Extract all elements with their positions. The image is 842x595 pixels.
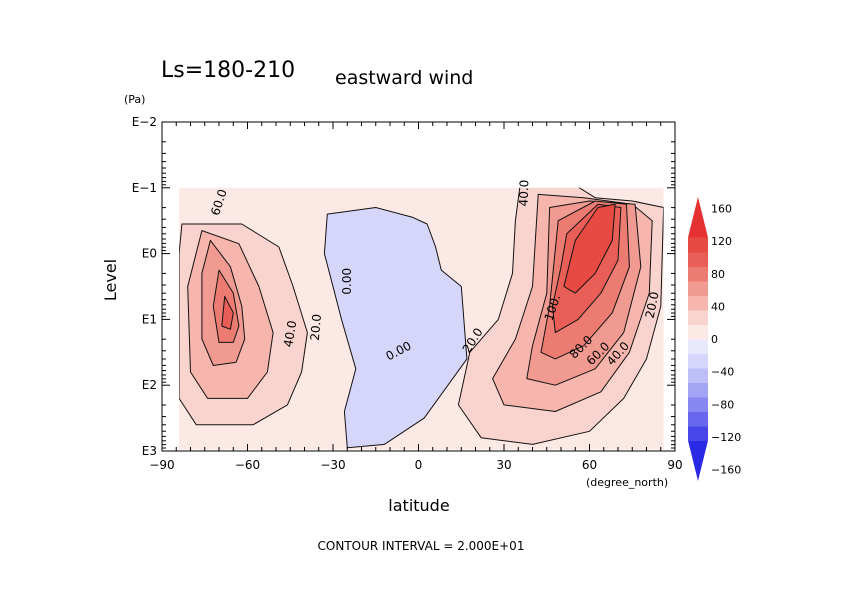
colorbar-swatch <box>688 310 708 325</box>
y-tick-label: E2 <box>142 378 157 392</box>
colorbar-swatch <box>688 324 708 340</box>
colorbar-label: 120 <box>711 235 732 248</box>
y-tick-label: E3 <box>142 444 157 458</box>
x-axis-ticks: −90 −60 −30 0 30 60 90 <box>149 122 683 472</box>
y-tick-label: E0 <box>142 247 157 261</box>
colorbar-swatch <box>688 252 708 267</box>
colorbar-swatch <box>688 440 708 481</box>
contour-label: 20.0 <box>643 290 662 319</box>
x-axis-unit: (degree_north) <box>586 476 668 489</box>
x-tick-label: −30 <box>320 458 345 472</box>
y-tick-label: E1 <box>142 312 157 326</box>
y-tick-label: E−1 <box>132 181 157 195</box>
colorbar-label: 0 <box>711 333 718 346</box>
colorbar-label: 80 <box>711 268 725 281</box>
x-tick-label: −90 <box>149 458 174 472</box>
colorbar-swatch <box>688 237 708 253</box>
contour-label: 40.0 <box>281 320 299 349</box>
contour-interval-note: CONTOUR INTERVAL = 2.000E+01 <box>318 539 525 553</box>
colorbar-label: −40 <box>711 366 734 379</box>
contour-region-5 <box>221 295 234 330</box>
colorbar: 160 120 80 40 0 −40 −80 −120 −160 <box>688 197 741 481</box>
y-tick-label: E−2 <box>132 115 157 129</box>
colorbar-label: −160 <box>711 464 741 477</box>
chart-title-ls: Ls=180-210 <box>161 58 295 83</box>
contour-region-0 <box>323 207 468 449</box>
colorbar-label: −120 <box>711 431 741 444</box>
x-tick-label: 90 <box>667 458 682 472</box>
colorbar-swatch <box>688 281 708 296</box>
y-axis-unit: (Pa) <box>124 93 145 106</box>
contour-labels: 60.040.0 20.00.000.00 20.040.0100.80.060.0… <box>208 179 662 368</box>
colorbar-swatch <box>688 382 708 398</box>
colorbar-swatch <box>688 197 708 238</box>
x-axis-label: latitude <box>388 496 449 515</box>
contour-region-11 <box>563 203 616 294</box>
colorbar-swatch <box>688 339 708 354</box>
x-tick-label: −60 <box>235 458 260 472</box>
contour-label: 40.0 <box>516 179 531 206</box>
colorbar-swatch <box>688 295 708 311</box>
x-tick-label: 0 <box>415 458 423 472</box>
contour-label: 20.0 <box>308 313 324 341</box>
contour-label: 0.00 <box>340 268 354 295</box>
y-axis-ticks: E−2 E−1 E0 E1 E2 E3 <box>132 115 675 458</box>
y-axis-label: Level <box>101 259 120 301</box>
x-tick-label: 60 <box>582 458 597 472</box>
colorbar-swatch <box>688 266 708 282</box>
colorbar-label: 40 <box>711 300 725 313</box>
colorbar-swatch <box>688 411 708 427</box>
colorbar-label: 160 <box>711 203 732 216</box>
colorbar-swatch <box>688 353 708 369</box>
colorbar-swatch <box>688 397 708 412</box>
x-tick-label: 30 <box>496 458 511 472</box>
chart-title-variable: eastward wind <box>335 67 473 89</box>
colorbar-swatch <box>688 426 708 441</box>
contour-fill-layer <box>179 187 664 450</box>
colorbar-swatch <box>688 368 708 383</box>
colorbar-label: −80 <box>711 398 734 411</box>
